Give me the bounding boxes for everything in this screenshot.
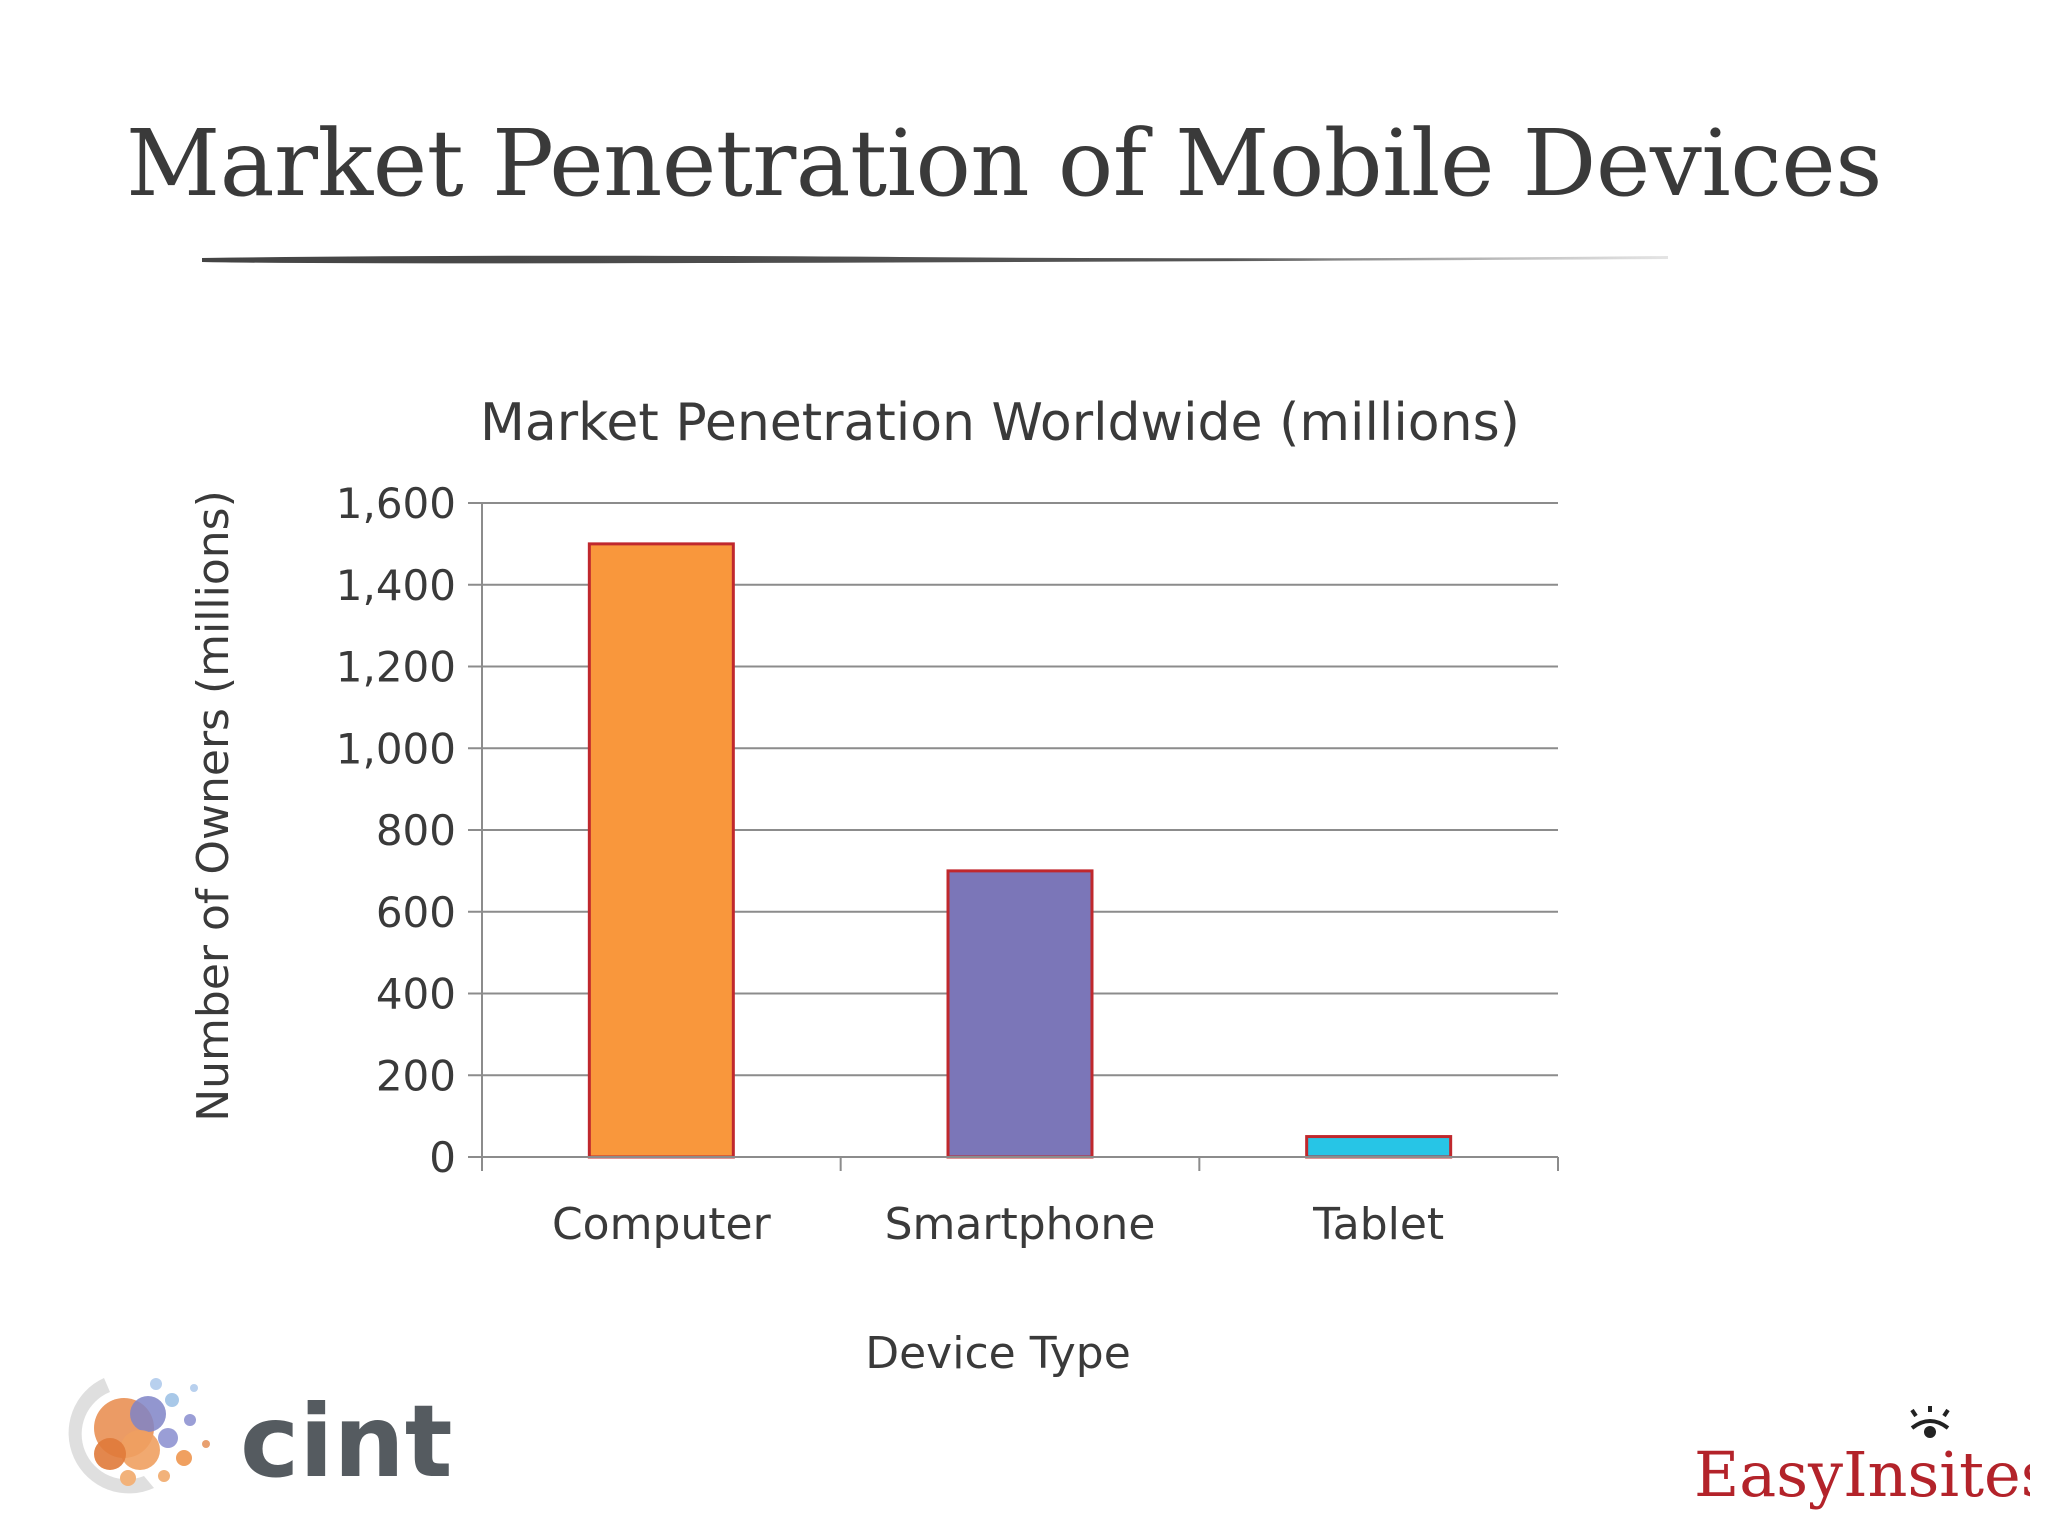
axes [468, 502, 1559, 1171]
y-tick-label: 800 [376, 806, 456, 855]
x-category-label: Smartphone [885, 1199, 1156, 1250]
easyinsites-logo: EasyInsites [1694, 1406, 2030, 1511]
cint-wordmark: cint [240, 1383, 453, 1500]
bars [587, 542, 1453, 1159]
y-tick-label: 400 [376, 970, 456, 1019]
eye-icon [1910, 1406, 1950, 1438]
title-underline [202, 255, 1668, 264]
y-tick-label: 1,200 [336, 643, 456, 692]
x-category-labels: Computer Smartphone Tablet [552, 1199, 1444, 1250]
chart-title: Market Penetration Worldwide (millions) [480, 393, 1520, 453]
bar-computer [587, 542, 735, 1159]
easyinsites-wordmark: EasyInsites [1694, 1438, 2030, 1511]
x-category-label: Computer [552, 1199, 772, 1250]
y-tick-label: 600 [376, 888, 456, 937]
cint-bubble-mark [68, 1378, 210, 1494]
y-tick-label: 1,600 [336, 479, 456, 528]
y-axis-title: Number of Owners (millions) [188, 490, 239, 1122]
y-tick-labels: 0 200 400 600 800 1,000 1,200 1,400 1,600 [336, 479, 456, 1182]
slide-title: Market Penetration of Mobile Devices [126, 110, 1882, 217]
y-tick-label: 1,000 [336, 724, 456, 773]
bar-tablet [1305, 1135, 1453, 1159]
y-tick-label: 0 [429, 1133, 456, 1182]
x-axis-title: Device Type [865, 1328, 1131, 1379]
cint-logo: cint [68, 1378, 453, 1500]
y-tick-label: 1,400 [336, 561, 456, 610]
x-category-label: Tablet [1312, 1199, 1444, 1250]
y-tick-label: 200 [376, 1051, 456, 1100]
bar-smartphone [946, 869, 1094, 1159]
